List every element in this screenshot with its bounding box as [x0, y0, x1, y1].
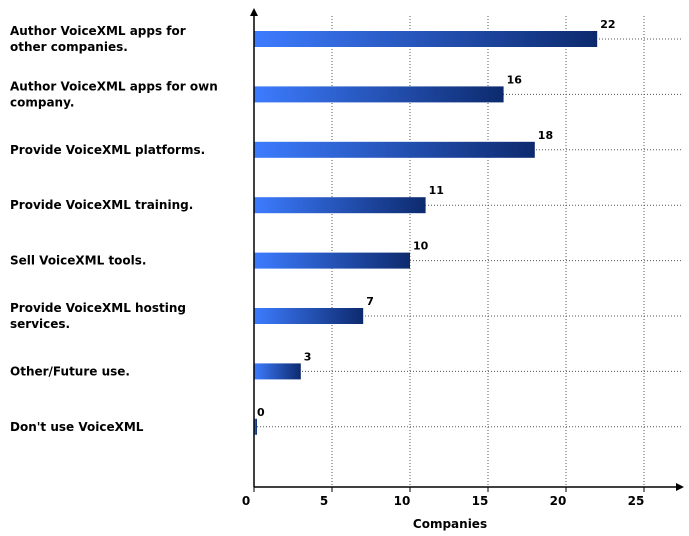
value-label: 3 [304, 350, 312, 363]
category-label: Don't use VoiceXML [10, 420, 144, 434]
x-tick-label: 15 [472, 494, 489, 508]
bar [254, 86, 504, 103]
x-axis-arrow [676, 483, 684, 491]
bar [254, 363, 301, 380]
value-label: 11 [429, 184, 444, 197]
x-tick-label: 5 [320, 494, 328, 508]
x-axis-title: Companies [413, 517, 487, 531]
y-axis-arrow [250, 8, 258, 16]
category-label: Provide VoiceXML hosting [10, 301, 186, 315]
value-label: 0 [257, 406, 265, 419]
bars [254, 31, 598, 435]
x-tick-label: 10 [394, 494, 411, 508]
category-label: Sell VoiceXML tools. [10, 254, 146, 268]
bar [254, 141, 535, 158]
bar [254, 252, 410, 269]
value-label: 22 [600, 18, 615, 31]
category-label: Author VoiceXML apps for own [10, 79, 218, 93]
bar [254, 308, 364, 324]
value-labels: 22 16 18 11 10 7 3 0 [257, 18, 616, 419]
x-tick-label: 0 [242, 494, 250, 508]
bar [254, 31, 598, 47]
value-label: 18 [538, 129, 553, 142]
category-labels: Author VoiceXML apps for other companies.… [10, 24, 218, 434]
category-label: Provide VoiceXML platforms. [10, 143, 205, 157]
axes [250, 8, 684, 492]
x-tick-label: 20 [550, 494, 567, 508]
category-label: Author VoiceXML apps for [10, 24, 186, 38]
category-label: company. [10, 95, 74, 109]
bar [254, 418, 257, 435]
x-tick-labels: 0 5 10 15 20 25 [242, 494, 645, 508]
value-label: 7 [366, 295, 374, 308]
x-tick-label: 25 [628, 494, 645, 508]
value-label: 10 [413, 240, 429, 253]
category-label: other companies. [10, 40, 128, 54]
category-label: Provide VoiceXML training. [10, 198, 193, 212]
value-label: 16 [507, 73, 523, 86]
category-label: Other/Future use. [10, 364, 130, 378]
bar [254, 197, 426, 214]
category-label: services. [10, 317, 70, 331]
